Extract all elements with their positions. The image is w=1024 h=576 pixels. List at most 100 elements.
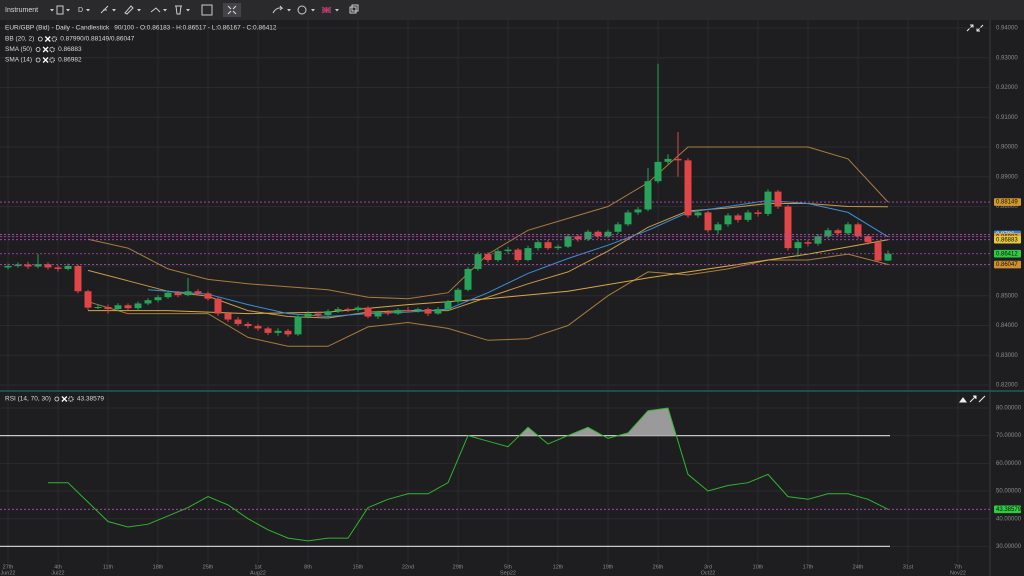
x-tick-label: 10th bbox=[753, 564, 764, 570]
plot-layer: 0.820000.830000.840000.850000.860000.870… bbox=[0, 20, 1022, 576]
x-tick-label: 1st bbox=[254, 564, 262, 570]
settings-icon bbox=[68, 396, 74, 402]
y-tick-label: 0.85000 bbox=[996, 293, 1018, 299]
legend-readout: 0.86982 bbox=[58, 57, 82, 64]
y-tick-label: 30.00000 bbox=[996, 544, 1022, 550]
candle-body bbox=[414, 309, 422, 311]
remove-icon bbox=[42, 57, 49, 63]
candle-body bbox=[834, 230, 842, 234]
popout-button[interactable] bbox=[349, 6, 357, 14]
candle-body bbox=[554, 246, 562, 249]
candle-body bbox=[884, 253, 892, 261]
chart-type-icon[interactable] bbox=[56, 5, 64, 15]
candle-body bbox=[44, 264, 52, 268]
x-tick-label: 11th bbox=[103, 564, 113, 570]
axis-tag-label: 0.86047 bbox=[996, 262, 1018, 268]
candle-body bbox=[444, 301, 452, 310]
axis-tag-label: 0.86883 bbox=[996, 237, 1018, 243]
candle-body bbox=[274, 330, 282, 333]
rsi-pane-controls[interactable] bbox=[959, 395, 986, 403]
share-button[interactable] bbox=[272, 5, 284, 14]
candle-body bbox=[704, 212, 712, 231]
settings-icon bbox=[51, 36, 58, 42]
candle-body bbox=[4, 265, 12, 268]
candle-body bbox=[654, 161, 662, 182]
candle-body bbox=[754, 212, 762, 214]
visibility-icon bbox=[37, 36, 43, 42]
candle-body bbox=[244, 323, 252, 327]
candle-body bbox=[94, 307, 102, 309]
settings-icon bbox=[49, 57, 55, 63]
y-tick-label: 0.83000 bbox=[996, 353, 1018, 359]
y-tick-label: 0.88000 bbox=[996, 204, 1018, 210]
candle-body bbox=[184, 291, 192, 296]
fullscreen-button-bg[interactable] bbox=[223, 3, 241, 17]
candle-body bbox=[784, 206, 792, 249]
indicator-tool[interactable] bbox=[150, 7, 161, 13]
candle-body bbox=[734, 215, 742, 220]
candle-body bbox=[194, 291, 202, 294]
candle-body bbox=[14, 264, 22, 266]
dropdown-arrow bbox=[311, 9, 315, 12]
popout-icon bbox=[351, 4, 359, 12]
legend-name: BB (20, 2) bbox=[5, 36, 34, 43]
chart-title: EUR/GBP (Bid) - Daily - Candlestick bbox=[5, 25, 110, 32]
x-month-label: Sep22 bbox=[500, 570, 516, 576]
candle-body bbox=[144, 300, 152, 304]
legend-name: SMA (50) bbox=[5, 46, 32, 53]
axis-tag bbox=[994, 505, 1021, 514]
x-tick-label: 17th bbox=[803, 564, 814, 570]
remove-icon bbox=[44, 36, 51, 42]
y-tick-label: 0.91000 bbox=[996, 115, 1018, 121]
axis-tag-label: 43.38579 bbox=[996, 507, 1022, 513]
settings-icon bbox=[49, 46, 55, 53]
dropdown-arrow bbox=[112, 9, 116, 12]
candle-body bbox=[514, 249, 522, 261]
delete-tool[interactable] bbox=[175, 5, 182, 15]
candle-body bbox=[24, 264, 32, 267]
measure-tool[interactable] bbox=[124, 5, 134, 15]
remove-icon bbox=[61, 396, 68, 402]
timeframe-button[interactable]: D bbox=[78, 7, 83, 14]
candle-body bbox=[674, 158, 682, 161]
candle-body bbox=[34, 264, 42, 267]
rsi-line bbox=[48, 407, 889, 542]
x-month-label: Jun22 bbox=[1, 570, 16, 576]
candle-body bbox=[774, 191, 782, 207]
candle-body bbox=[264, 328, 272, 333]
candle-body bbox=[534, 242, 542, 249]
x-tick-label: 22nd bbox=[402, 564, 414, 570]
y-tick-label: 0.92000 bbox=[996, 85, 1018, 91]
pane bbox=[0, 393, 990, 563]
candle-body bbox=[584, 231, 592, 240]
legend-readout: 0.86883 bbox=[58, 46, 82, 53]
draw-tool[interactable] bbox=[100, 5, 109, 14]
y-tick-label: 70.00000 bbox=[996, 433, 1022, 439]
candle-body bbox=[474, 254, 482, 269]
candle-body bbox=[344, 309, 352, 311]
theme-button[interactable] bbox=[297, 5, 307, 15]
y-tick-label: 0.82000 bbox=[996, 383, 1018, 389]
x-tick-label: 19th bbox=[603, 564, 614, 570]
instrument-button[interactable]: Instrument bbox=[5, 7, 38, 14]
y-tick-label: 0.90000 bbox=[996, 145, 1018, 151]
x-tick-label: 27th bbox=[3, 564, 14, 570]
flag-cross bbox=[321, 6, 332, 14]
visibility-icon bbox=[35, 47, 41, 52]
candle-body bbox=[544, 242, 552, 249]
y-tick-label: 60.00000 bbox=[996, 461, 1022, 467]
pane bbox=[0, 20, 990, 390]
visibility-icon bbox=[54, 396, 60, 402]
x-tick-label: 12th bbox=[553, 564, 564, 570]
ohlc-readout: 90/100 - O:0.86183 - H:0.86517 - L:0.861… bbox=[114, 25, 277, 32]
candle-body bbox=[804, 242, 812, 244]
candle-body bbox=[374, 312, 382, 317]
candle-body bbox=[794, 242, 802, 249]
candle-body bbox=[624, 212, 632, 225]
x-tick-label: 29th bbox=[453, 564, 464, 570]
layout-button[interactable] bbox=[201, 4, 213, 16]
candle-body bbox=[74, 265, 82, 292]
candle-body bbox=[314, 313, 322, 316]
